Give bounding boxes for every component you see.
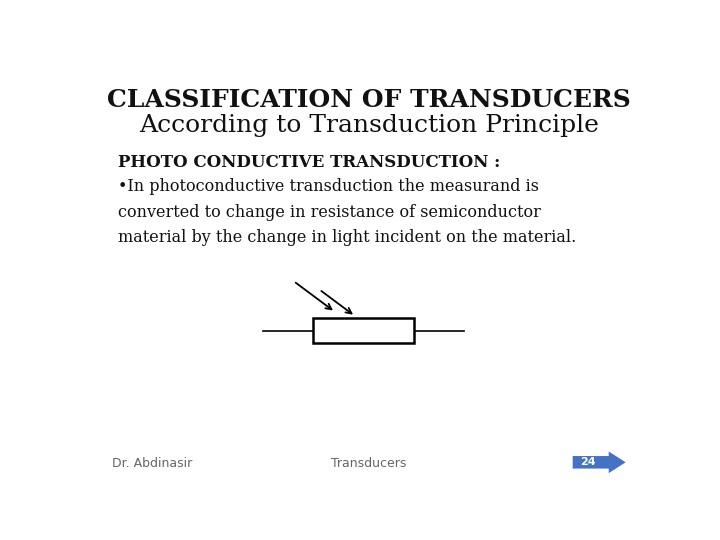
Text: CLASSIFICATION OF TRANSDUCERS: CLASSIFICATION OF TRANSDUCERS — [107, 88, 631, 112]
Text: •In photoconductive transduction the measurand is
converted to change in resista: •In photoconductive transduction the mea… — [118, 178, 576, 246]
Text: Transducers: Transducers — [331, 457, 407, 470]
Text: According to Transduction Principle: According to Transduction Principle — [139, 113, 599, 137]
Text: PHOTO CONDUCTIVE TRANSDUCTION :: PHOTO CONDUCTIVE TRANSDUCTION : — [118, 154, 500, 171]
Text: 24: 24 — [580, 457, 595, 467]
Bar — [313, 319, 414, 343]
Polygon shape — [572, 451, 626, 473]
Text: Dr. Abdinasir: Dr. Abdinasir — [112, 457, 192, 470]
